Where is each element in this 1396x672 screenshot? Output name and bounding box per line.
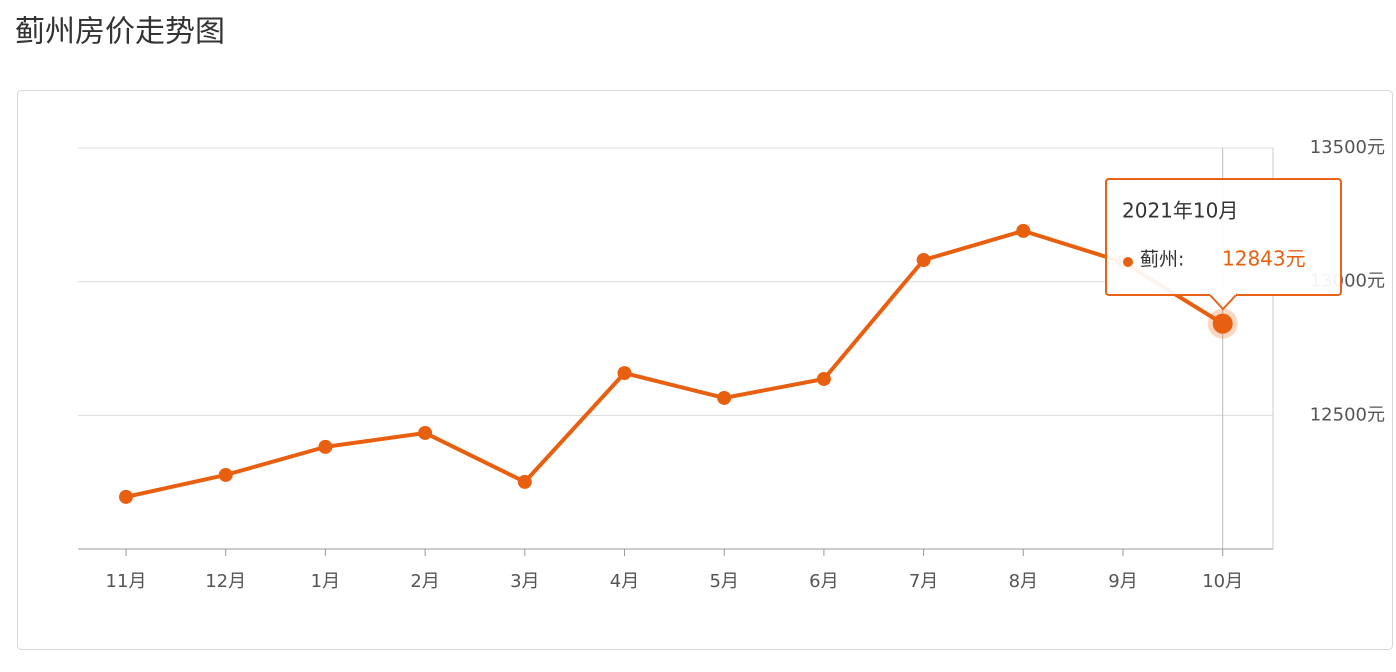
- point: [119, 489, 133, 504]
- point: [617, 366, 632, 381]
- x-tick-label: 6月: [809, 571, 838, 592]
- x-tick-label: 11月: [106, 571, 147, 592]
- tooltip-box: [1105, 178, 1342, 296]
- tooltip-pointer-mask: [1210, 290, 1236, 295]
- point: [916, 253, 931, 268]
- x-tick-label: 3月: [510, 571, 539, 592]
- y-tick-label: 13500元: [1310, 137, 1385, 158]
- x-tick-label: 7月: [909, 571, 938, 592]
- page-title: 蓟州房价走势图: [15, 15, 225, 50]
- x-tick-label: 5月: [709, 571, 738, 592]
- x-tick-label: 9月: [1108, 571, 1137, 592]
- point: [717, 390, 732, 405]
- point: [1212, 313, 1233, 334]
- x-tick-label: 10月: [1202, 571, 1243, 592]
- point: [418, 425, 433, 440]
- point: [1016, 223, 1031, 238]
- point: [318, 439, 333, 454]
- point: [517, 474, 532, 489]
- x-tick-label: 8月: [1009, 571, 1038, 592]
- price-line: [125, 228, 1224, 499]
- tooltip-series-label: 蓟州:: [1140, 249, 1184, 271]
- tooltip-value: 12843元: [1222, 247, 1306, 271]
- tooltip-pointer: [1208, 293, 1238, 311]
- x-tick-label: 2月: [410, 571, 439, 592]
- x-tick-label: 12月: [205, 571, 246, 592]
- tooltip: 2021年10月 蓟州: 12843元: [1105, 178, 1342, 311]
- tooltip-title: 2021年10月: [1122, 199, 1238, 223]
- x-tick-label: 4月: [610, 571, 639, 592]
- y-tick-label: 12500元: [1310, 404, 1385, 425]
- point: [218, 467, 233, 482]
- point: [816, 371, 831, 386]
- x-tick-label: 1月: [311, 571, 340, 592]
- tooltip-marker: [1123, 257, 1133, 267]
- chart-panel: [17, 90, 1393, 650]
